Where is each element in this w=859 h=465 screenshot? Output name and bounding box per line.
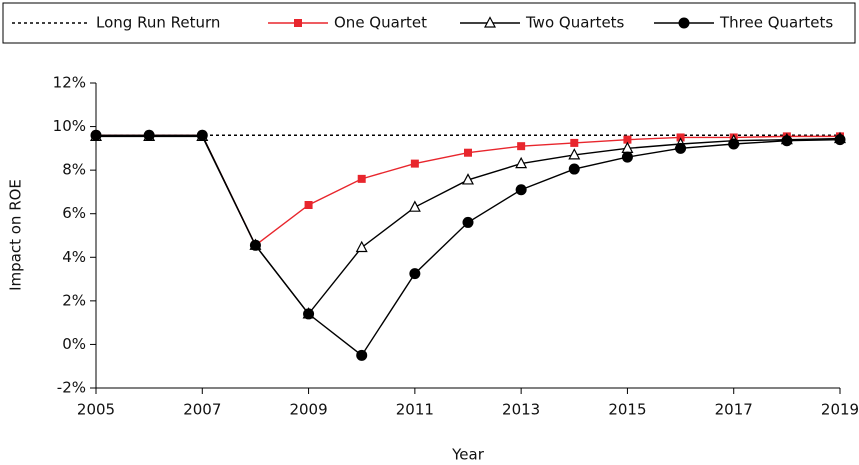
y-tick-label: 8% — [62, 161, 86, 179]
y-tick-label: -2% — [57, 379, 86, 397]
marker — [304, 201, 313, 209]
legend-marker — [294, 19, 302, 27]
x-tick-label: 2005 — [77, 401, 115, 419]
marker — [196, 129, 208, 141]
marker — [143, 129, 155, 141]
marker — [357, 174, 366, 183]
marker — [303, 308, 315, 320]
marker — [515, 156, 528, 169]
marker — [568, 148, 581, 160]
y-tick-label: 0% — [62, 335, 86, 353]
marker — [728, 138, 740, 150]
x-tick-label: 2011 — [396, 401, 434, 419]
legend-label: Two Quartets — [525, 14, 625, 32]
marker — [462, 216, 474, 228]
x-tick-label: 2009 — [289, 401, 327, 419]
y-tick-label: 10% — [53, 117, 86, 135]
y-tick-label: 4% — [62, 248, 86, 266]
x-axis-label: Year — [451, 446, 485, 464]
marker — [621, 151, 633, 163]
marker — [570, 138, 579, 147]
marker — [409, 268, 421, 280]
y-tick-label: 2% — [62, 291, 86, 309]
x-tick-label: 2015 — [608, 401, 646, 419]
marker — [410, 159, 419, 168]
x-tick-label: 2017 — [715, 401, 753, 419]
x-tick-label: 2013 — [502, 401, 540, 419]
marker — [464, 148, 472, 157]
marker — [623, 135, 632, 144]
marker — [90, 129, 102, 141]
legend-label: Long Run Return — [96, 14, 220, 32]
y-tick-label: 12% — [53, 74, 86, 92]
marker — [408, 200, 421, 212]
marker — [249, 239, 261, 251]
series-line — [96, 134, 841, 357]
marker — [462, 173, 474, 185]
marker — [781, 135, 793, 147]
marker — [355, 240, 368, 253]
marker — [517, 142, 526, 151]
x-tick-label: 2007 — [183, 401, 221, 419]
legend-marker — [484, 16, 496, 28]
legend-label: Three Quartets — [719, 14, 833, 32]
marker — [356, 349, 368, 361]
legend-label: One Quartet — [334, 14, 427, 32]
marker — [568, 163, 580, 175]
x-tick-label: 2019 — [821, 401, 859, 419]
legend-box — [2, 2, 856, 44]
marker — [675, 142, 687, 154]
y-tick-label: 6% — [62, 204, 86, 222]
marker — [515, 184, 527, 196]
legend-marker — [678, 17, 690, 29]
y-axis-label: Impact on ROE — [7, 179, 25, 291]
marker — [834, 134, 846, 146]
